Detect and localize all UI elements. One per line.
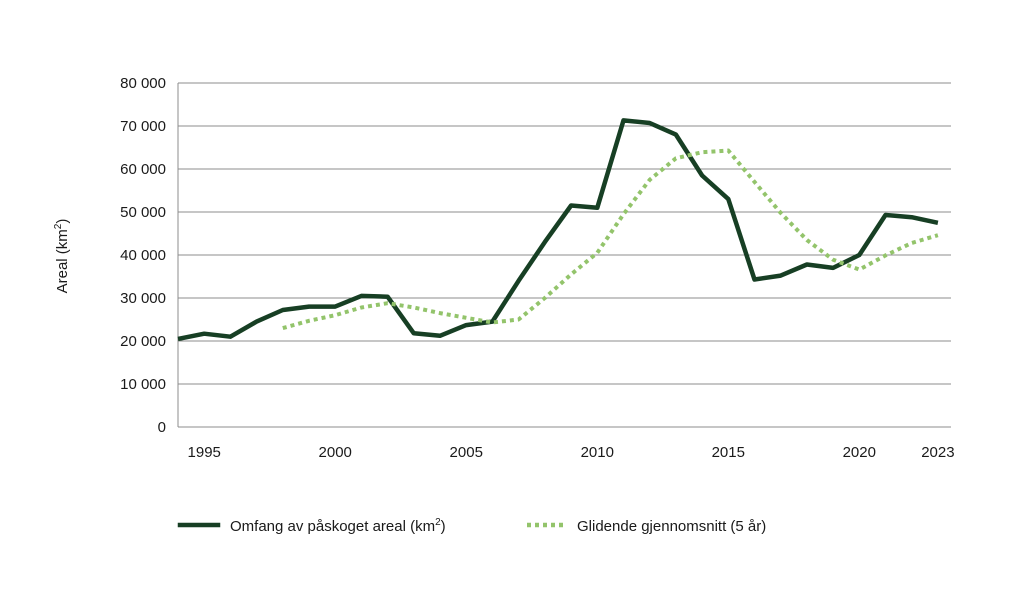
x-tick-label: 2020 <box>843 444 876 461</box>
y-tick-label: 10 000 <box>120 376 166 393</box>
y-tick-label: 60 000 <box>120 161 166 178</box>
series-line-0 <box>177 118 939 342</box>
y-axis-ticks: 0 10 000 20 000 30 000 40 000 50 000 60 000 70 … <box>120 75 166 436</box>
gridlines <box>177 82 951 428</box>
x-tick-label: 1995 <box>188 444 221 461</box>
y-axis-title: Areal (km2) <box>53 219 71 294</box>
x-axis-ticks: 1995 2000 2005 2010 2015 2020 2023 <box>188 444 955 461</box>
legend-label-omfang: Omfang av påskoget areal (km2) <box>230 517 446 535</box>
y-tick-label: 0 <box>158 419 166 436</box>
x-tick-label: 2000 <box>319 444 352 461</box>
x-tick-label: 2005 <box>450 444 483 461</box>
series-line-1 <box>282 148 939 331</box>
y-tick-label: 50 000 <box>120 204 166 221</box>
y-tick-label: 30 000 <box>120 290 166 307</box>
legend: Omfang av påskoget areal (km2) Glidende … <box>177 517 766 535</box>
y-tick-label: 20 000 <box>120 333 166 350</box>
y-tick-label: 40 000 <box>120 247 166 264</box>
series-lines <box>177 118 939 342</box>
y-tick-label: 70 000 <box>120 118 166 135</box>
x-tick-label: 2010 <box>581 444 614 461</box>
y-tick-label: 80 000 <box>120 75 166 92</box>
legend-label-glidende: Glidende gjennomsnitt (5 år) <box>577 518 766 535</box>
x-tick-label: 2015 <box>712 444 745 461</box>
x-tick-label: 2023 <box>921 444 954 461</box>
